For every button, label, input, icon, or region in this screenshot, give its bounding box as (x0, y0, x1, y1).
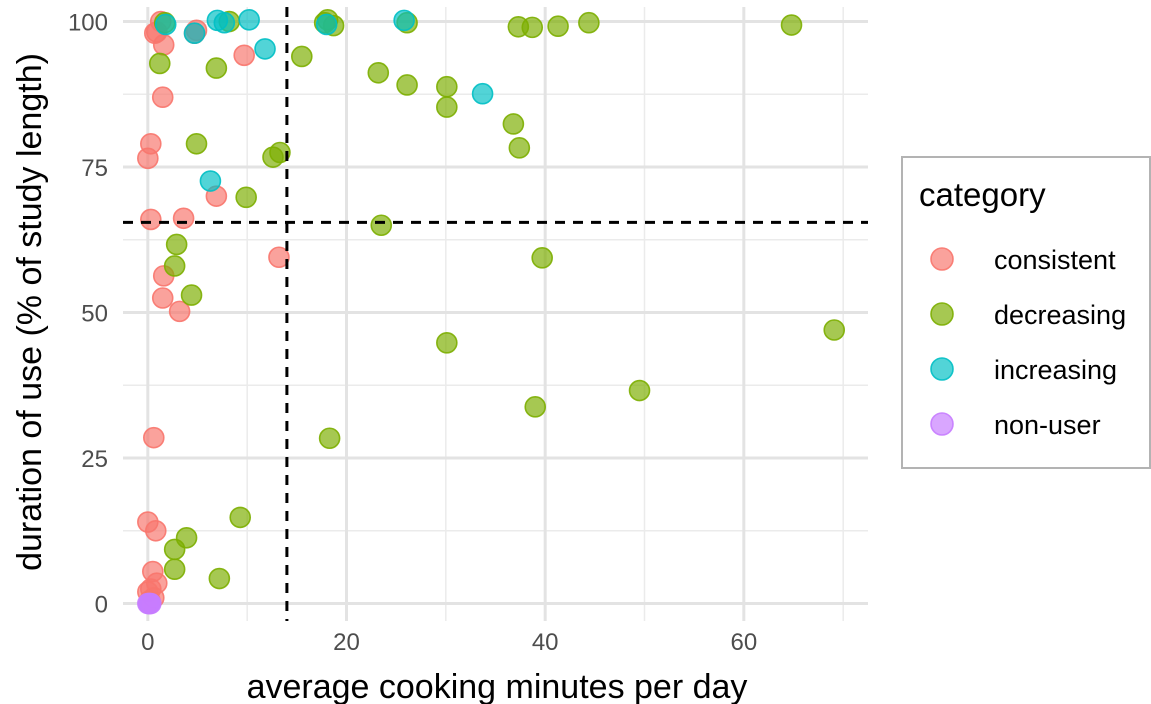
legend-entries: consistent decreasing increasing non-user (930, 245, 1126, 440)
y-axis-ticks: 0 25 50 75 100 (68, 10, 108, 619)
legend-key-non-user (930, 412, 954, 436)
data-point-decreasing (235, 186, 257, 209)
data-point-decreasing (163, 558, 186, 581)
data-point-decreasing (163, 538, 186, 561)
data-point-decreasing (208, 567, 231, 590)
data-point-decreasing (578, 11, 600, 34)
data-point-decreasing (163, 255, 186, 277)
data-point-consistent (172, 207, 195, 230)
y-tick-label: 100 (68, 10, 108, 37)
data-point-decreasing (436, 75, 458, 98)
data-point-decreasing (370, 214, 393, 237)
data-point-decreasing (436, 332, 458, 354)
data-point-increasing (471, 82, 494, 105)
legend: category consistent decreasing increasing n… (901, 156, 1151, 469)
data-point-increasing (315, 13, 338, 36)
data-point-decreasing (318, 427, 341, 450)
data-point-consistent (152, 34, 175, 56)
data-point-decreasing (628, 379, 651, 402)
legend-label-decreasing: decreasing (994, 300, 1126, 330)
data-point-consistent (144, 519, 167, 542)
x-tick-label: 40 (532, 629, 559, 656)
x-tick-label: 20 (333, 629, 360, 656)
x-axis-title: average cooking minutes per day (247, 668, 748, 704)
data-point-decreasing (436, 96, 458, 118)
data-point-increasing (154, 13, 177, 36)
data-point-decreasing (229, 506, 252, 529)
data-point-increasing (213, 11, 236, 34)
data-point-decreasing (547, 15, 569, 38)
major-gridlines (123, 7, 868, 621)
data-point-decreasing (185, 132, 208, 155)
data-point-decreasing (180, 284, 203, 306)
data-point-consistent (142, 426, 165, 449)
data-point-increasing (199, 170, 222, 192)
x-tick-label: 0 (141, 629, 154, 656)
x-tick-label: 60 (730, 629, 757, 656)
legend-label-non-user: non-user (994, 410, 1101, 440)
data-point-consistent (151, 287, 174, 309)
y-axis-title: duration of use (% of study length) (11, 53, 49, 571)
data-point-consistent (168, 300, 191, 323)
data-point-decreasing (205, 57, 228, 79)
data-point-consistent (151, 86, 174, 109)
data-point-decreasing (823, 319, 846, 341)
data-point-decreasing (524, 396, 547, 418)
data-point-decreasing (269, 141, 291, 164)
data-point-increasing (238, 9, 260, 31)
x-axis-ticks: 0 20 40 60 (141, 629, 757, 656)
data-point-decreasing (508, 137, 531, 159)
data-point-consistent (268, 246, 290, 269)
legend-label-increasing: increasing (994, 355, 1117, 385)
data-point-decreasing (531, 247, 553, 269)
y-tick-label: 75 (81, 155, 108, 182)
y-tick-label: 0 (95, 592, 108, 619)
data-point-increasing (393, 9, 415, 32)
legend-title: category (919, 176, 1046, 213)
data-point-decreasing (148, 52, 171, 75)
reference-lines (123, 7, 868, 621)
data-point-decreasing (396, 74, 418, 96)
data-point-consistent (233, 44, 255, 67)
data-point-increasing (254, 38, 276, 60)
legend-key-increasing (930, 357, 954, 381)
data-point-decreasing (165, 233, 188, 256)
data-points (137, 9, 846, 615)
data-point-decreasing (780, 14, 803, 36)
legend-key-decreasing (930, 302, 954, 326)
data-point-decreasing (367, 61, 390, 84)
data-point-decreasing (290, 45, 313, 68)
data-point-consistent (137, 147, 159, 170)
data-point-increasing (183, 22, 206, 44)
data-point-consistent (140, 208, 162, 231)
legend-key-consistent (930, 247, 954, 271)
legend-label-consistent: consistent (994, 245, 1116, 275)
data-point-non-user (140, 592, 162, 615)
y-tick-label: 25 (81, 446, 108, 473)
data-point-decreasing (502, 113, 525, 135)
data-point-decreasing (521, 16, 544, 39)
y-tick-label: 50 (81, 301, 108, 328)
